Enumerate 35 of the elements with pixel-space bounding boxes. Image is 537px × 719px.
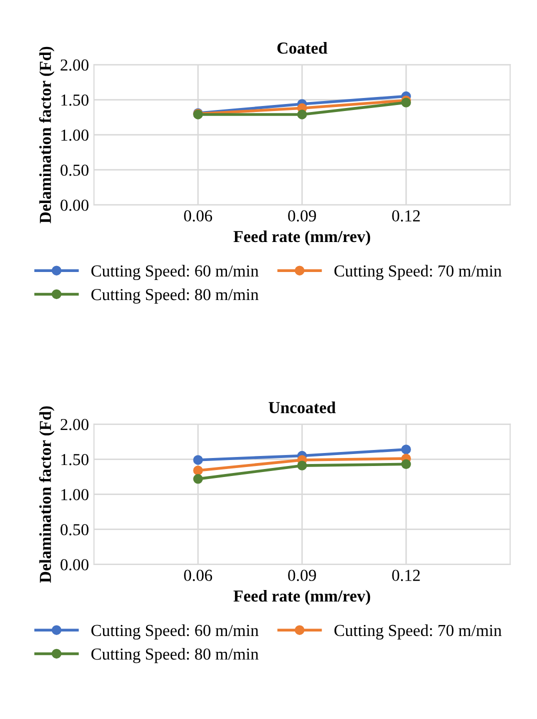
point [401,444,411,454]
x-axis-title: Feed rate (mm/rev) [234,230,370,246]
point [297,110,307,120]
y-tick-label: 0.00 [60,200,88,211]
x-tick-label: 0.12 [392,570,420,582]
y-tick-label: 1.00 [61,489,88,500]
y-axis-title: Delamination factor (Fd) [39,46,54,224]
legend-label: Cutting Speed: 70 m/min [334,264,502,280]
chart-title: Coated [277,42,328,54]
point [193,466,203,476]
point [193,474,203,484]
y-tick-label: 2.00 [60,59,88,71]
y-tick-label: 1.50 [61,454,88,466]
x-tick-label: 0.12 [392,210,420,222]
y-tick-label: 2.00 [60,418,88,430]
y-tick-label: 1.00 [61,130,88,141]
y-tick-label: 0.50 [60,164,88,176]
legend-label: Cutting Speed: 60 m/min [91,624,259,640]
y-tick-label: 0.00 [60,559,88,570]
point [297,460,307,470]
x-tick-label: 0.06 [184,570,212,582]
y-tick-label: 1.50 [61,94,88,106]
x-axis-title: Feed rate (mm/rev) [234,590,370,606]
y-tick-label: 0.50 [60,524,88,536]
point [401,459,411,470]
chart-title: Uncoated [268,402,336,414]
y-axis-title: Delamination factor (Fd) [39,406,54,583]
point [193,455,203,465]
x-tick-label: 0.09 [288,210,316,222]
legend-label: Cutting Speed: 60 m/min [91,264,259,280]
x-tick-label: 0.06 [184,210,212,222]
legend-label: Cutting Speed: 80 m/min [91,648,259,664]
legend-label: Cutting Speed: 80 m/min [91,288,259,304]
x-tick-label: 0.09 [288,570,316,582]
legend-label: Cutting Speed: 70 m/min [334,624,502,640]
